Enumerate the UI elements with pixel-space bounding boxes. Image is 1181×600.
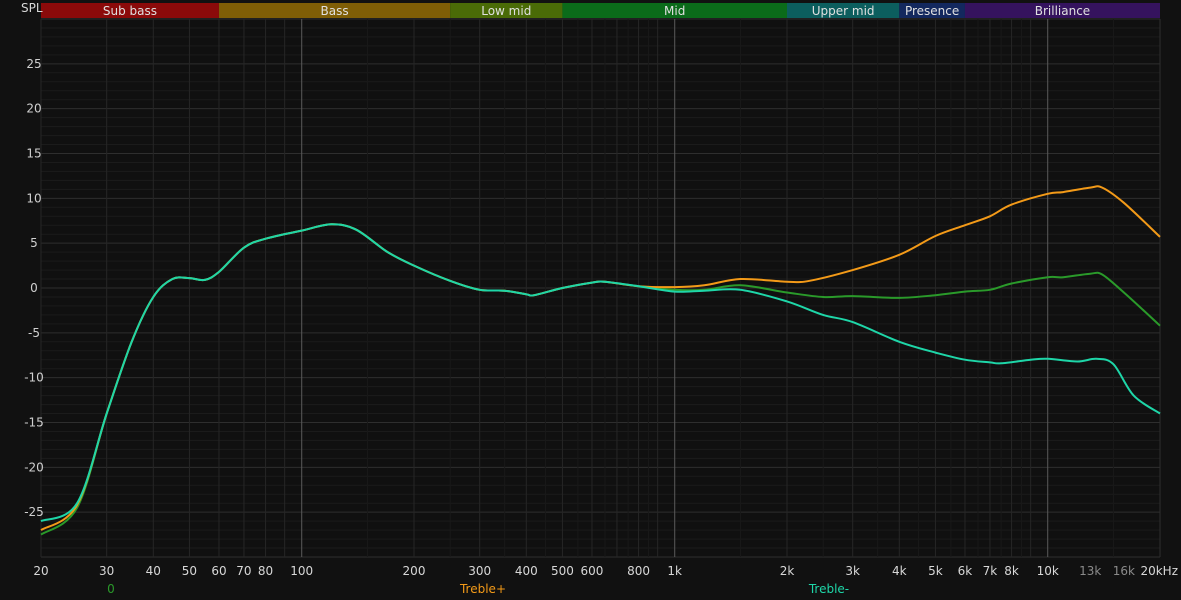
legend-entry: Treble+ xyxy=(459,582,506,596)
y-tick-label: -10 xyxy=(24,371,44,385)
y-tick-label: 0 xyxy=(30,281,38,295)
x-tick-label: 7k xyxy=(983,564,998,578)
y-tick-label: 5 xyxy=(30,236,38,250)
x-tick-label: 10k xyxy=(1037,564,1059,578)
band-brilliance xyxy=(964,3,1160,18)
band-label: Upper mid xyxy=(812,4,875,18)
legend-entry: 0 xyxy=(107,582,115,596)
x-tick-label: 40 xyxy=(146,564,161,578)
y-axis-ticks: 25 20 15 10 5 0 -5 -10 -15 -20 -25 xyxy=(24,57,44,519)
band-label: Bass xyxy=(321,4,349,18)
y-tick-label: 10 xyxy=(26,191,41,205)
x-tick-label: 6k xyxy=(958,564,973,578)
x-tick-label: 3k xyxy=(845,564,860,578)
band-sub-bass xyxy=(41,3,219,18)
x-tick-label: 5k xyxy=(928,564,943,578)
x-tick-label: 800 xyxy=(627,564,650,578)
band-mid xyxy=(562,3,787,18)
y-tick-label: 15 xyxy=(26,147,41,161)
x-tick-label: 16k xyxy=(1113,564,1135,578)
x-tick-label: 30 xyxy=(99,564,114,578)
y-tick-label: -25 xyxy=(24,505,44,519)
x-tick-label: 200 xyxy=(403,564,426,578)
x-tick-label: 400 xyxy=(515,564,538,578)
x-axis-ticks: 20 30 40 50 60 70 80 100 200 300 400 500 600 800 1k 2k 3… xyxy=(33,564,1178,578)
x-tick-label: 13k xyxy=(1079,564,1101,578)
x-tick-label: 2k xyxy=(780,564,795,578)
y-tick-label: 25 xyxy=(26,57,41,71)
x-tick-label: 60 xyxy=(211,564,226,578)
y-tick-label: -15 xyxy=(24,416,44,430)
legend-entry: Treble- xyxy=(808,582,849,596)
x-tick-label: 50 xyxy=(182,564,197,578)
legend: 0 Treble+ Treble- xyxy=(107,582,849,596)
x-tick-label: 80 xyxy=(258,564,273,578)
x-tick-label: 600 xyxy=(581,564,604,578)
x-tick-label: 70 xyxy=(236,564,251,578)
y-tick-label: -5 xyxy=(28,326,40,340)
band-label: Low mid xyxy=(481,4,531,18)
band-upper-mid xyxy=(787,3,900,18)
grid xyxy=(40,18,1161,558)
x-tick-label: 20kHz xyxy=(1140,564,1178,578)
x-tick-label: 500 xyxy=(551,564,574,578)
x-tick-label: 1k xyxy=(667,564,682,578)
x-tick-label: 20 xyxy=(33,564,48,578)
y-tick-label: -20 xyxy=(24,460,44,474)
curves xyxy=(40,185,1161,536)
band-label: Presence xyxy=(905,4,959,18)
y-tick-label: 20 xyxy=(26,102,41,116)
frequency-bands: Sub bass Bass Low mid Mid Upper mid Presence B… xyxy=(41,3,1160,18)
band-presence xyxy=(899,3,965,18)
x-tick-label: 8k xyxy=(1004,564,1019,578)
x-tick-label: 4k xyxy=(892,564,907,578)
band-label: Sub bass xyxy=(103,4,157,18)
x-tick-label: 300 xyxy=(468,564,491,578)
band-bass xyxy=(218,3,451,18)
x-tick-label: 100 xyxy=(290,564,313,578)
y-axis-label: SPL xyxy=(21,1,43,15)
band-label: Brilliance xyxy=(1035,4,1090,18)
band-low-mid xyxy=(450,3,563,18)
curve-treble-minus xyxy=(40,223,1161,523)
band-label: Mid xyxy=(664,4,685,18)
